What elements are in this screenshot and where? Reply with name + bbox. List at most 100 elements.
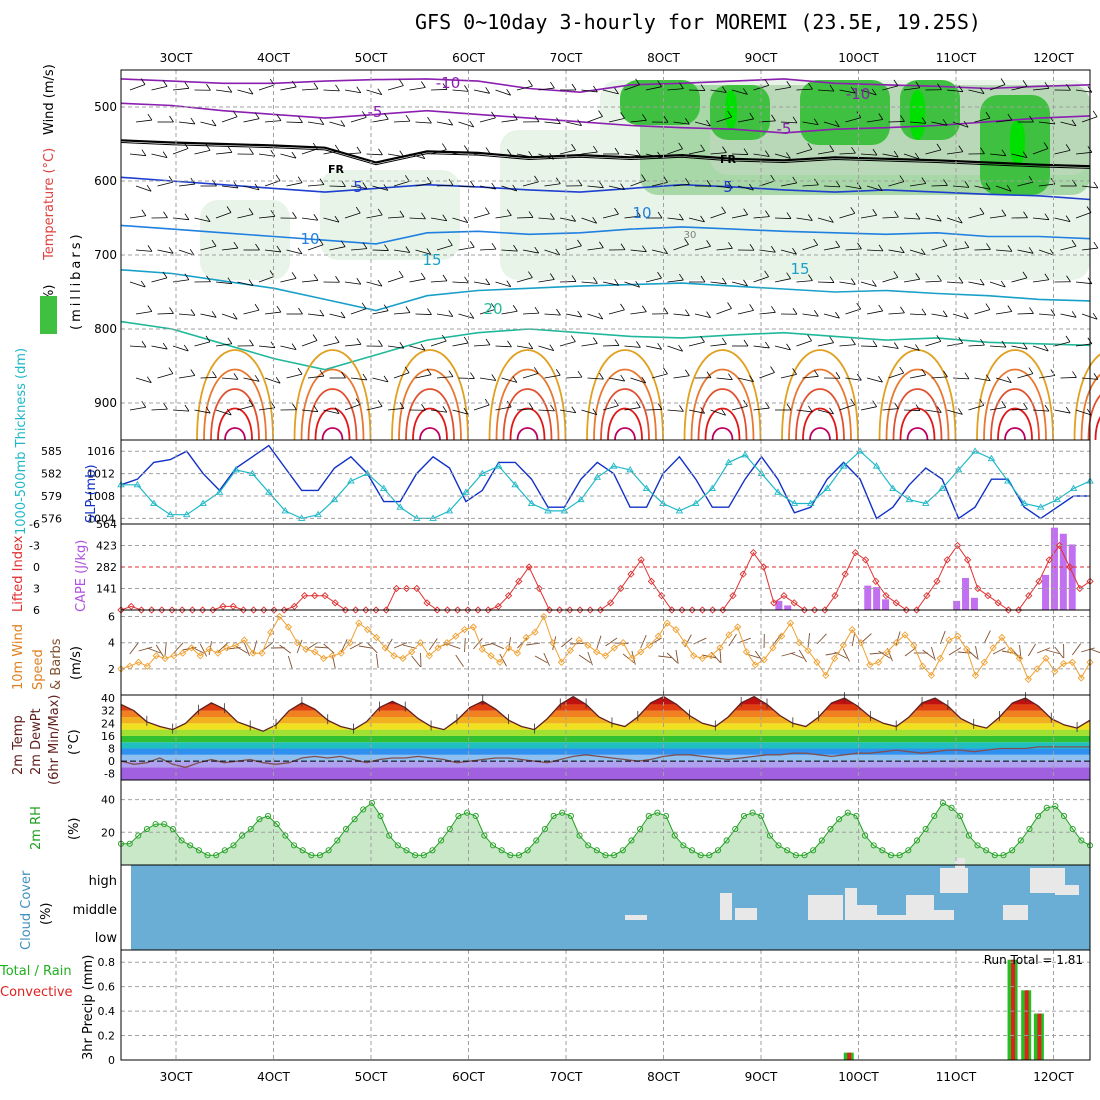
diurnal-temp-contour (976, 349, 1054, 441)
upper-wind-barb (866, 377, 883, 383)
upper-wind-barb-flag (899, 175, 905, 182)
upper-wind-barb-flag (792, 176, 798, 184)
rh-2m-line-point (1026, 825, 1033, 833)
upper-wind-barb (839, 281, 856, 285)
upper-wind-barb (731, 281, 748, 287)
upper-wind-barb-flag (442, 143, 447, 150)
upper-wind-barb-flag (857, 242, 862, 250)
upper-wind-barb-flag (1092, 110, 1098, 118)
upper-wind-barb-flag (985, 183, 991, 190)
wind-speed-line-point (980, 658, 988, 666)
upper-wind-barb (1038, 375, 1055, 379)
upper-wind-barb (710, 152, 727, 155)
upper-wind-barb-flag (549, 344, 555, 351)
diurnal-temp-contour (488, 349, 567, 441)
upper-wind-barb-flag (163, 402, 168, 410)
upper-wind-barb-flag (872, 340, 878, 347)
upper-wind-barb (151, 86, 168, 91)
upper-wind-barb (1011, 277, 1028, 283)
diurnal-temp-contour (307, 388, 358, 441)
upper-wind-barb-flag (980, 147, 985, 154)
upper-wind-barb (178, 313, 195, 316)
wind-speed-line-point (1024, 675, 1032, 683)
upper-wind-barb (264, 120, 281, 123)
upper-wind-barb-flag (319, 369, 325, 377)
upper-wind-barb (651, 182, 668, 187)
rh-2m-line-point (957, 812, 964, 820)
upper-wind-barb (694, 313, 711, 318)
lifted-index-line-point (963, 556, 972, 564)
lifted-index-line-point (198, 606, 207, 614)
upper-wind-barb-flag (162, 271, 168, 279)
upper-wind-barb (473, 344, 490, 347)
upper-wind-barb-flag (979, 87, 985, 94)
lifted-index-tick-label: -3 (29, 540, 40, 553)
thickness-line-point (1020, 499, 1029, 506)
upper-wind-barb (565, 245, 582, 251)
upper-wind-barb (307, 121, 324, 125)
rh-2m-line-point (524, 847, 531, 854)
upper-wind-barb (344, 152, 361, 155)
upper-wind-barb (645, 153, 662, 159)
rh-2m-line-point (308, 852, 315, 859)
upper-wind-barb (888, 372, 904, 379)
upper-wind-barb (1038, 249, 1055, 256)
upper-wind-barb (307, 313, 324, 317)
rh-2m-line-point (489, 842, 497, 849)
upper-wind-barb (839, 152, 856, 155)
upper-wind-barb (516, 85, 533, 91)
upper-wind-barb-flag (297, 367, 303, 375)
upper-wind-barb (366, 153, 383, 156)
wind-speed-line-point (593, 648, 601, 656)
lifted-index-line-point (555, 606, 564, 614)
wind-speed-line-point (319, 654, 328, 663)
upper-wind-barb (802, 244, 818, 251)
upper-wind-barb-flag (814, 178, 819, 186)
diurnal-temp-contour (711, 427, 734, 441)
upper-wind-barb-flag (312, 142, 318, 150)
upper-wind-barb (501, 249, 518, 252)
grid-layer (121, 70, 1090, 1060)
contour-label: -5 (368, 103, 383, 121)
upper-wind-barb-flag (985, 111, 991, 119)
upper-wind-barb-flag (421, 404, 426, 411)
upper-wind-barb-flag (936, 335, 942, 342)
upper-wind-barb-flag (856, 302, 862, 310)
lifted-index-line-point (341, 606, 350, 614)
surface-wind-barb (658, 655, 673, 659)
upper-wind-barb (909, 249, 926, 256)
rh-2m-line-point (922, 825, 929, 833)
lifted-index-line-point (137, 606, 146, 614)
rh-2m-line-point (195, 847, 202, 854)
upper-wind-barb-flag (614, 399, 619, 406)
upper-wind-barb (329, 185, 346, 187)
upper-wind-barb (587, 377, 604, 380)
lifted-index-line-point (882, 592, 890, 600)
upper-wind-barb-flag (426, 368, 432, 375)
bottom-x-tick-label: 3OCT (160, 1070, 193, 1084)
rh-2m-line-point (334, 837, 341, 844)
lifted-index-line-point (1014, 606, 1023, 614)
lifted-index-line-point (994, 599, 1002, 607)
upper-wind-barb-flag (341, 180, 346, 187)
upper-wind-barb-flag (1007, 113, 1013, 121)
upper-wind-barb (129, 406, 146, 411)
upper-wind-barb (135, 185, 152, 192)
upper-wind-barb-flag (593, 85, 598, 93)
cape-bar (962, 577, 970, 610)
bottom-x-tick-label: 8OCT (647, 1070, 680, 1084)
upper-wind-barb (774, 278, 791, 283)
wind-speed-line-point (910, 641, 918, 649)
upper-wind-barb-flag (985, 374, 991, 382)
upper-wind-barb (925, 217, 942, 222)
diurnal-temp-contour (600, 388, 650, 441)
upper-wind-barb-flag (162, 342, 168, 350)
cloud-ylabel: Cloud Cover (%) (19, 870, 54, 950)
rh-2m-line-point (585, 842, 592, 849)
upper-wind-barb-flag (485, 338, 491, 346)
upper-wind-barb (946, 151, 963, 155)
upper-wind-barb (538, 153, 554, 160)
dewpoint-2m-line (120, 746, 1090, 769)
wind-speed-line-point (549, 639, 557, 647)
upper-wind-barb-flag (248, 279, 254, 286)
